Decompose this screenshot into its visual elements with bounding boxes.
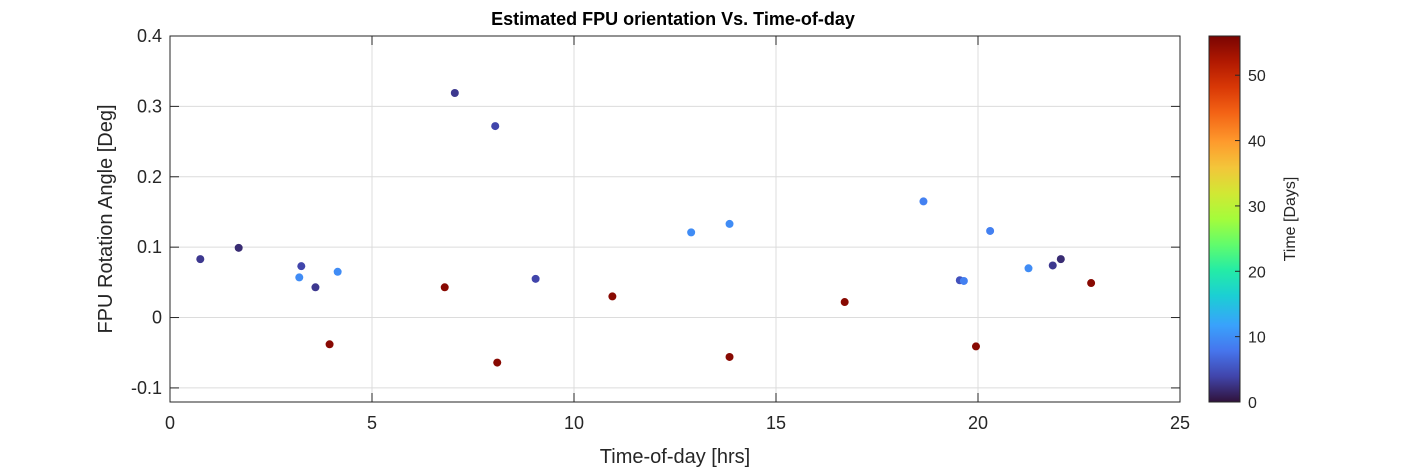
colorbar: 0 10 20 30 40 50 Time [Days]: [1208, 35, 1299, 412]
data-point: [1048, 261, 1057, 270]
colorbar-ticks: 0 10 20 30 40 50: [1235, 68, 1266, 412]
x-tick-label: 25: [1170, 413, 1190, 433]
x-axis-label: Time-of-day [hrs]: [600, 446, 750, 468]
x-tick-label: 15: [766, 413, 786, 433]
data-point: [986, 226, 995, 235]
axis-ticks: 0 5 10 15 20 25-0.100.10.20.30.4: [131, 26, 1190, 433]
data-point: [297, 262, 306, 271]
data-point: [1056, 255, 1065, 264]
data-point: [919, 197, 928, 206]
plot-background: [170, 36, 1180, 402]
x-tick-label: 5: [367, 413, 377, 433]
data-point: [440, 283, 449, 292]
data-point: [725, 352, 734, 361]
colorbar-tick-label: 40: [1248, 134, 1266, 151]
data-point: [234, 243, 243, 252]
y-tick-label: 0: [152, 308, 162, 328]
colorbar-gradient: [1209, 36, 1240, 402]
x-tick-label: 10: [564, 413, 584, 433]
data-point: [491, 122, 500, 131]
y-tick-label: 0.4: [137, 26, 162, 46]
data-point: [325, 340, 334, 349]
y-tick-label: 0.2: [137, 167, 162, 187]
data-point: [971, 342, 980, 351]
data-point: [1024, 264, 1033, 273]
data-point: [295, 273, 304, 282]
colorbar-tick-label: 30: [1248, 199, 1266, 216]
colorbar-label: Time [Days]: [1282, 177, 1299, 262]
data-point: [687, 228, 696, 237]
y-tick-label: 0.3: [137, 96, 162, 116]
data-point: [196, 255, 205, 264]
colorbar-tick-label: 20: [1248, 264, 1266, 281]
data-point: [959, 276, 968, 285]
x-tick-label: 20: [968, 413, 988, 433]
data-point: [840, 298, 849, 307]
x-tick-label: 0: [165, 413, 175, 433]
colorbar-tick-label: 10: [1248, 330, 1266, 347]
colorbar-frame: [1208, 35, 1241, 403]
data-point: [450, 89, 459, 98]
data-point: [493, 358, 502, 367]
data-point: [1087, 279, 1096, 288]
y-tick-label: -0.1: [131, 378, 162, 398]
y-axis-label: FPU Rotation Angle [Deg]: [95, 104, 117, 333]
data-point: [311, 283, 320, 292]
colorbar-tick-label: 50: [1248, 68, 1266, 85]
colorbar-tick-label: 0: [1248, 395, 1257, 412]
chart-title: Estimated FPU orientation Vs. Time-of-da…: [491, 9, 855, 29]
data-points: [196, 89, 1096, 367]
data-point: [531, 274, 540, 283]
plot-frame: [169, 35, 1181, 403]
data-point: [333, 267, 342, 276]
y-tick-label: 0.1: [137, 237, 162, 257]
data-point: [608, 292, 617, 301]
data-point: [725, 219, 734, 228]
plot-area: 0 5 10 15 20 25-0.100.10.20.30.4: [131, 26, 1190, 433]
